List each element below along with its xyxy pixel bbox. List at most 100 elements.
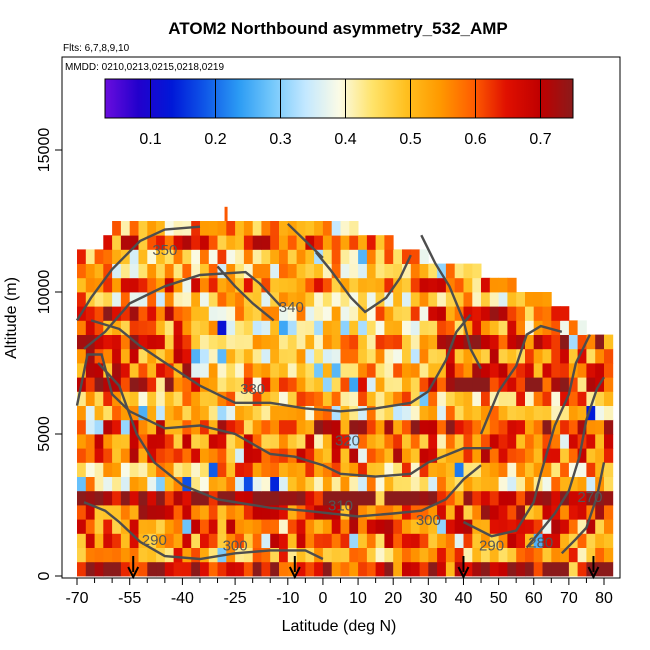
- heatmap-cell: [138, 363, 148, 378]
- heatmap-cell: [112, 419, 122, 435]
- heatmap-cell: [208, 249, 218, 264]
- heatmap-cell: [322, 476, 333, 492]
- heatmap-cell: [120, 462, 131, 477]
- heatmap-cell: [200, 377, 210, 392]
- heatmap-cell: [217, 434, 227, 449]
- heatmap-cell: [437, 277, 447, 293]
- heatmap-cell: [156, 334, 166, 350]
- heatmap-cell: [358, 448, 368, 463]
- heatmap-cell: [454, 263, 464, 279]
- contour-label: 330: [240, 381, 265, 398]
- heatmap-cell: [349, 547, 359, 563]
- heatmap-cell: [261, 249, 271, 264]
- heatmap-cell: [445, 263, 456, 279]
- heatmap-cell: [331, 434, 341, 449]
- heatmap-cell: [156, 505, 166, 520]
- heatmap-cell: [595, 405, 605, 421]
- heatmap-cell: [235, 547, 245, 563]
- heatmap-cell: [366, 348, 377, 364]
- heatmap-cell: [217, 377, 227, 392]
- heatmap-cell: [279, 363, 289, 378]
- heatmap-cell: [94, 505, 104, 520]
- heatmap-cell: [419, 263, 429, 279]
- heatmap-cell: [525, 547, 535, 563]
- heatmap-cell: [533, 292, 543, 307]
- heatmap-cell: [568, 391, 579, 406]
- heatmap-cell: [586, 377, 596, 392]
- heatmap-cell: [463, 448, 473, 463]
- heatmap-cell: [481, 434, 491, 449]
- heatmap-cell: [463, 320, 473, 335]
- heatmap-cell: [261, 363, 271, 378]
- contour-line: [216, 265, 275, 322]
- heatmap-cell: [120, 490, 131, 506]
- heatmap-cell: [217, 249, 227, 264]
- heatmap-cell: [217, 533, 227, 548]
- heatmap-cell: [77, 348, 87, 364]
- heatmap-cell: [120, 221, 131, 236]
- contour-line: [286, 222, 324, 259]
- heatmap-cell: [445, 277, 456, 293]
- heatmap-cell: [287, 377, 297, 392]
- heatmap-cell: [322, 391, 333, 406]
- heatmap-cell: [77, 277, 87, 293]
- heatmap-cell: [235, 405, 245, 421]
- heatmap-cell: [182, 533, 192, 548]
- heatmap-cell: [349, 519, 359, 534]
- heatmap-cell: [208, 263, 218, 279]
- heatmap-cell: [331, 448, 341, 463]
- heatmap-cell: [200, 533, 210, 548]
- heatmap-cell: [164, 561, 174, 577]
- heatmap-cell: [533, 434, 543, 449]
- heatmap-cell: [173, 277, 183, 293]
- heatmap-cell: [375, 320, 385, 335]
- heatmap-cell: [173, 292, 183, 307]
- heatmap-cell: [568, 476, 579, 492]
- heatmap-cell: [375, 277, 385, 293]
- heatmap-cell: [77, 249, 87, 264]
- heatmap-cell: [551, 547, 561, 563]
- heatmap-cell: [595, 419, 605, 435]
- contour-labels: 350 340 330 320 310 300 300 290 290 280 270: [142, 242, 603, 554]
- heatmap-cell: [542, 419, 552, 435]
- heatmap-cell: [481, 547, 491, 563]
- heatmap-cell: [463, 405, 473, 421]
- heatmap-cell: [322, 519, 333, 534]
- heatmap-cell: [261, 462, 271, 477]
- heatmap-cell: [472, 348, 482, 364]
- contour-label: 280: [528, 535, 553, 552]
- heatmap-cell: [279, 419, 289, 435]
- heatmap-cell: [481, 519, 491, 534]
- heatmap-cell: [393, 334, 403, 350]
- heatmap-cell: [472, 490, 482, 506]
- heatmap-cell: [551, 377, 561, 392]
- heatmap-cell: [402, 490, 412, 506]
- heatmap-cell: [296, 547, 306, 563]
- heatmap-cell: [147, 462, 157, 477]
- heatmap-cell: [366, 405, 377, 421]
- heatmap-cell: [164, 505, 174, 520]
- heatmap-cell: [226, 490, 236, 506]
- heatmap-cell: [533, 391, 543, 406]
- heatmap-cell: [525, 519, 535, 534]
- dates-annotation: MMDD: 0210,0213,0215,0218,0219: [65, 62, 224, 73]
- heatmap-cell: [560, 519, 570, 534]
- heatmap-cell: [560, 448, 570, 463]
- heatmap-cell: [217, 490, 227, 506]
- colorbar-ticks: 0.1 0.2 0.3 0.4 0.5 0.6 0.7: [139, 79, 552, 148]
- heatmap-cell: [279, 476, 289, 492]
- heatmap-cell: [138, 561, 148, 577]
- heatmap-cell: [560, 391, 570, 406]
- heatmap-cell: [454, 434, 464, 449]
- heatmap-cell: [217, 292, 227, 307]
- heatmap-cell: [419, 391, 429, 406]
- heatmap-cell: [366, 505, 377, 520]
- heatmap-cell: [358, 377, 368, 392]
- heatmap-cell: [428, 263, 438, 279]
- heatmap-cell: [445, 348, 456, 364]
- heatmap-cell: [586, 533, 596, 548]
- heatmap-cell: [112, 221, 122, 236]
- heatmap-cell: [226, 377, 236, 392]
- heatmap-cell: [129, 221, 139, 236]
- heatmap-cell: [314, 348, 324, 364]
